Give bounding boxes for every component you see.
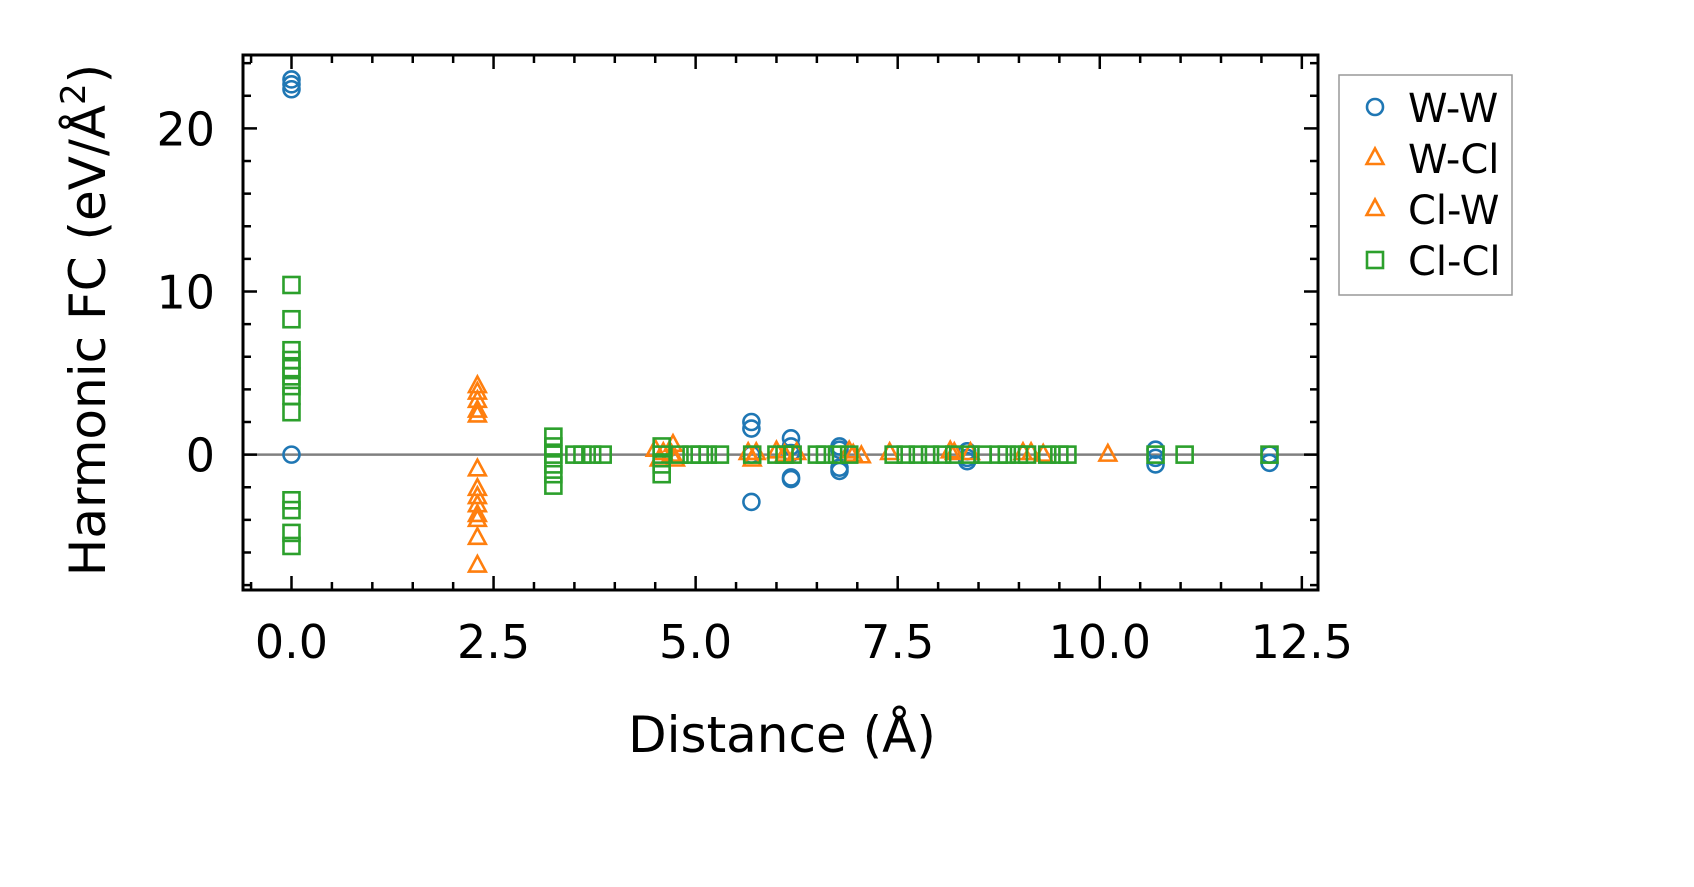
data-marks bbox=[243, 70, 1318, 573]
data-point-w-w bbox=[742, 492, 761, 512]
data-point-cl-cl bbox=[544, 455, 563, 474]
data-point-cl-cl bbox=[1260, 445, 1279, 464]
y-axis-label-sup: 2 bbox=[54, 83, 94, 105]
data-point-cl-cl bbox=[282, 402, 301, 422]
x-tick-label: 7.5 bbox=[861, 615, 934, 669]
y-axis-label-main: Harmonic FC (eV/Å bbox=[59, 105, 117, 576]
x-tick-label: 0.0 bbox=[255, 615, 328, 669]
data-point-cl-cl bbox=[652, 445, 671, 464]
y-tick-label: 0 bbox=[186, 429, 215, 483]
x-tick-label: 2.5 bbox=[457, 615, 530, 669]
data-point-w-cl bbox=[466, 502, 488, 523]
data-point-cl-cl bbox=[783, 445, 802, 464]
data-point-cl-w bbox=[466, 398, 488, 418]
data-point-w-w bbox=[742, 412, 761, 432]
legend: W-W W-Cl Cl-W Cl-Cl bbox=[1338, 74, 1513, 296]
x-axis-label: Distance (Å) bbox=[628, 706, 936, 764]
legend-label-w-cl: W-Cl bbox=[1408, 137, 1499, 183]
data-point-cl-cl bbox=[1058, 445, 1077, 464]
data-point-cl-w bbox=[466, 507, 488, 528]
data-point-cl-cl bbox=[582, 445, 602, 464]
legend-marker-w-w bbox=[1365, 97, 1385, 117]
data-point-cl-cl bbox=[282, 309, 301, 329]
data-point-cl-cl bbox=[920, 445, 940, 464]
data-point-w-w bbox=[282, 70, 301, 89]
data-point-cl-cl bbox=[282, 340, 301, 360]
axes: 0.0 2.5 5.0 7.5 10.0 12.5 0 10 20 bbox=[156, 53, 1353, 669]
data-point-cl-cl bbox=[710, 445, 730, 464]
data-point-cl-cl bbox=[1017, 445, 1037, 464]
data-point-cl-cl bbox=[997, 445, 1017, 464]
series-w-cl bbox=[466, 373, 1119, 573]
legend-label-cl-cl: Cl-Cl bbox=[1408, 239, 1501, 285]
series-w-w bbox=[282, 70, 1279, 512]
data-point-cl-cl bbox=[282, 367, 301, 386]
data-point-cl-cl bbox=[544, 427, 563, 446]
data-point-w-cl bbox=[1097, 442, 1119, 462]
data-point-cl-cl bbox=[282, 500, 301, 520]
x-tick-label: 10.0 bbox=[1049, 615, 1151, 669]
data-point-cl-cl bbox=[544, 476, 563, 495]
data-point-cl-cl bbox=[282, 376, 301, 396]
y-tick-label: 10 bbox=[156, 266, 215, 320]
data-point-cl-cl bbox=[961, 445, 980, 464]
data-point-w-w bbox=[742, 419, 761, 438]
data-point-cl-cl bbox=[742, 445, 762, 464]
data-point-w-w bbox=[282, 79, 301, 99]
data-point-cl-cl bbox=[908, 445, 928, 464]
data-point-w-w bbox=[282, 75, 301, 94]
series-cl-cl bbox=[282, 275, 1279, 556]
data-point-cl-cl bbox=[1175, 445, 1194, 464]
data-point-cl-cl bbox=[282, 386, 301, 406]
legend-marker-cl-cl bbox=[1365, 250, 1385, 270]
data-point-cl-cl bbox=[839, 445, 859, 464]
plot-frame bbox=[241, 53, 1320, 592]
data-point-cl-cl bbox=[896, 445, 916, 464]
data-point-w-cl bbox=[466, 456, 488, 477]
data-point-cl-cl bbox=[670, 445, 689, 464]
data-point-w-cl bbox=[466, 525, 488, 546]
data-point-w-w bbox=[282, 445, 301, 464]
data-point-w-w bbox=[781, 469, 801, 489]
data-point-w-cl bbox=[466, 403, 488, 423]
data-point-cl-cl bbox=[573, 445, 592, 464]
data-point-cl-cl bbox=[282, 536, 301, 556]
legend-label-w-w: W-W bbox=[1408, 86, 1498, 132]
data-point-cl-cl bbox=[544, 464, 563, 484]
y-tick-label: 20 bbox=[156, 102, 215, 156]
data-point-cl-cl bbox=[544, 445, 563, 464]
x-tick-label: 5.0 bbox=[659, 615, 732, 669]
data-point-cl-cl bbox=[282, 523, 301, 543]
data-point-cl-cl bbox=[652, 464, 671, 484]
y-axis-label-end: ) bbox=[59, 64, 117, 84]
data-point-cl-cl bbox=[593, 445, 612, 464]
data-point-cl-cl bbox=[932, 445, 952, 464]
data-point-cl-cl bbox=[1146, 445, 1165, 464]
data-point-cl-cl bbox=[698, 445, 718, 464]
data-point-cl-cl bbox=[652, 455, 671, 474]
data-point-cl-cl bbox=[815, 445, 835, 464]
legend-label-cl-w: Cl-W bbox=[1408, 188, 1499, 234]
data-point-w-w bbox=[1146, 455, 1165, 474]
data-point-cl-cl bbox=[282, 490, 301, 510]
y-axis-label: Harmonic FC (eV/Å2) bbox=[54, 64, 117, 576]
data-point-cl-cl bbox=[884, 445, 903, 464]
legend-marker-cl-w bbox=[1364, 196, 1386, 217]
legend-marker-w-cl bbox=[1364, 145, 1386, 166]
data-point-cl-cl bbox=[1037, 445, 1057, 464]
data-point-cl-cl bbox=[827, 445, 847, 464]
data-point-cl-cl bbox=[282, 275, 301, 295]
data-point-w-cl bbox=[466, 553, 488, 573]
x-tick-label: 12.5 bbox=[1251, 615, 1353, 669]
